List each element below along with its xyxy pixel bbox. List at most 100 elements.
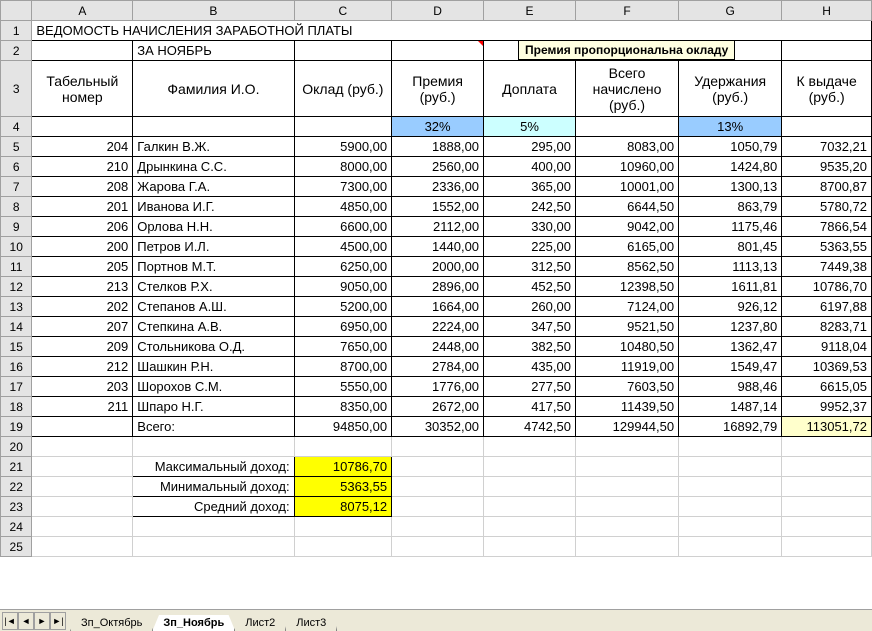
extra[interactable]: 417,50 [484, 397, 576, 417]
total-accrued[interactable]: 129944,50 [575, 417, 678, 437]
row-header-16[interactable]: 16 [1, 357, 32, 377]
row-header-3[interactable]: 3 [1, 61, 32, 117]
row-header-22[interactable]: 22 [1, 477, 32, 497]
cell[interactable] [392, 537, 484, 557]
row-header-11[interactable]: 11 [1, 257, 32, 277]
employee-name[interactable]: Иванова И.Г. [133, 197, 294, 217]
employee-name[interactable]: Стелков Р.Х. [133, 277, 294, 297]
cell[interactable] [484, 437, 576, 457]
accrued[interactable]: 9521,50 [575, 317, 678, 337]
extra[interactable]: 295,00 [484, 137, 576, 157]
col-header-C[interactable]: C [294, 1, 392, 21]
accrued[interactable]: 7603,50 [575, 377, 678, 397]
withheld[interactable]: 1300,13 [679, 177, 782, 197]
sheet-tab[interactable]: Зп_Октябрь [70, 615, 153, 631]
salary[interactable]: 9050,00 [294, 277, 392, 297]
payout[interactable]: 8700,87 [782, 177, 872, 197]
employee-number[interactable]: 203 [32, 377, 133, 397]
cell[interactable] [294, 437, 392, 457]
withheld[interactable]: 863,79 [679, 197, 782, 217]
row-header-8[interactable]: 8 [1, 197, 32, 217]
cell[interactable] [32, 457, 133, 477]
cell[interactable] [32, 497, 133, 517]
employee-name[interactable]: Шорохов С.М. [133, 377, 294, 397]
premium[interactable]: 1664,00 [392, 297, 484, 317]
sheet-tab[interactable]: Лист3 [285, 615, 337, 631]
row-header-20[interactable]: 20 [1, 437, 32, 457]
row-header-18[interactable]: 18 [1, 397, 32, 417]
salary[interactable]: 7300,00 [294, 177, 392, 197]
row-header-10[interactable]: 10 [1, 237, 32, 257]
cell[interactable] [575, 517, 678, 537]
row-header-17[interactable]: 17 [1, 377, 32, 397]
nav-last-icon[interactable]: ►| [50, 612, 66, 630]
nav-first-icon[interactable]: |◄ [2, 612, 18, 630]
salary[interactable]: 8700,00 [294, 357, 392, 377]
extra[interactable]: 435,00 [484, 357, 576, 377]
percent-withhold[interactable]: 13% [679, 117, 782, 137]
premium[interactable]: 2336,00 [392, 177, 484, 197]
employee-name[interactable]: Галкин В.Ж. [133, 137, 294, 157]
cell[interactable] [575, 537, 678, 557]
col-header-D[interactable]: D [392, 1, 484, 21]
cell[interactable] [575, 457, 678, 477]
payout[interactable]: 5780,72 [782, 197, 872, 217]
table-header[interactable]: Удержания (руб.) [679, 61, 782, 117]
premium[interactable]: 1888,00 [392, 137, 484, 157]
table-header[interactable]: К выдаче (руб.) [782, 61, 872, 117]
payout[interactable]: 9952,37 [782, 397, 872, 417]
premium[interactable]: 2000,00 [392, 257, 484, 277]
stat-value[interactable]: 10786,70 [294, 457, 392, 477]
salary[interactable]: 6600,00 [294, 217, 392, 237]
withheld[interactable]: 988,46 [679, 377, 782, 397]
stat-value[interactable]: 8075,12 [294, 497, 392, 517]
extra[interactable]: 277,50 [484, 377, 576, 397]
cell[interactable] [484, 517, 576, 537]
row-header-25[interactable]: 25 [1, 537, 32, 557]
sheet-tab[interactable]: Лист2 [234, 615, 286, 631]
accrued[interactable]: 7124,00 [575, 297, 678, 317]
cell[interactable] [679, 497, 782, 517]
cell[interactable] [782, 457, 872, 477]
accrued[interactable]: 10960,00 [575, 157, 678, 177]
total-extra[interactable]: 4742,50 [484, 417, 576, 437]
employee-name[interactable]: Орлова Н.Н. [133, 217, 294, 237]
salary[interactable]: 6950,00 [294, 317, 392, 337]
cell[interactable] [32, 417, 133, 437]
cell[interactable] [294, 41, 392, 61]
payout[interactable]: 7449,38 [782, 257, 872, 277]
cell[interactable] [782, 117, 872, 137]
employee-name[interactable]: Шашкин Р.Н. [133, 357, 294, 377]
extra[interactable]: 312,50 [484, 257, 576, 277]
employee-name[interactable]: Степкина А.В. [133, 317, 294, 337]
cell[interactable] [575, 477, 678, 497]
withheld[interactable]: 1611,81 [679, 277, 782, 297]
cell[interactable] [392, 517, 484, 537]
premium[interactable]: 2672,00 [392, 397, 484, 417]
cell[interactable] [782, 41, 872, 61]
extra[interactable]: 452,50 [484, 277, 576, 297]
cell[interactable] [392, 437, 484, 457]
premium[interactable]: 1552,00 [392, 197, 484, 217]
premium[interactable]: 2896,00 [392, 277, 484, 297]
totals-label[interactable]: Всего: [133, 417, 294, 437]
cell[interactable] [294, 117, 392, 137]
cell[interactable] [679, 437, 782, 457]
cell[interactable] [575, 437, 678, 457]
accrued[interactable]: 11439,50 [575, 397, 678, 417]
employee-number[interactable]: 206 [32, 217, 133, 237]
accrued[interactable]: 8083,00 [575, 137, 678, 157]
salary[interactable]: 5200,00 [294, 297, 392, 317]
withheld[interactable]: 801,45 [679, 237, 782, 257]
payout[interactable]: 5363,55 [782, 237, 872, 257]
premium[interactable]: 2560,00 [392, 157, 484, 177]
employee-name[interactable]: Стольникова О.Д. [133, 337, 294, 357]
cell[interactable] [133, 537, 294, 557]
extra[interactable]: 347,50 [484, 317, 576, 337]
cell[interactable] [294, 537, 392, 557]
table-header[interactable]: Доплата [484, 61, 576, 117]
salary[interactable]: 4500,00 [294, 237, 392, 257]
select-all-cell[interactable] [1, 1, 32, 21]
row-header-4[interactable]: 4 [1, 117, 32, 137]
cell[interactable] [782, 517, 872, 537]
